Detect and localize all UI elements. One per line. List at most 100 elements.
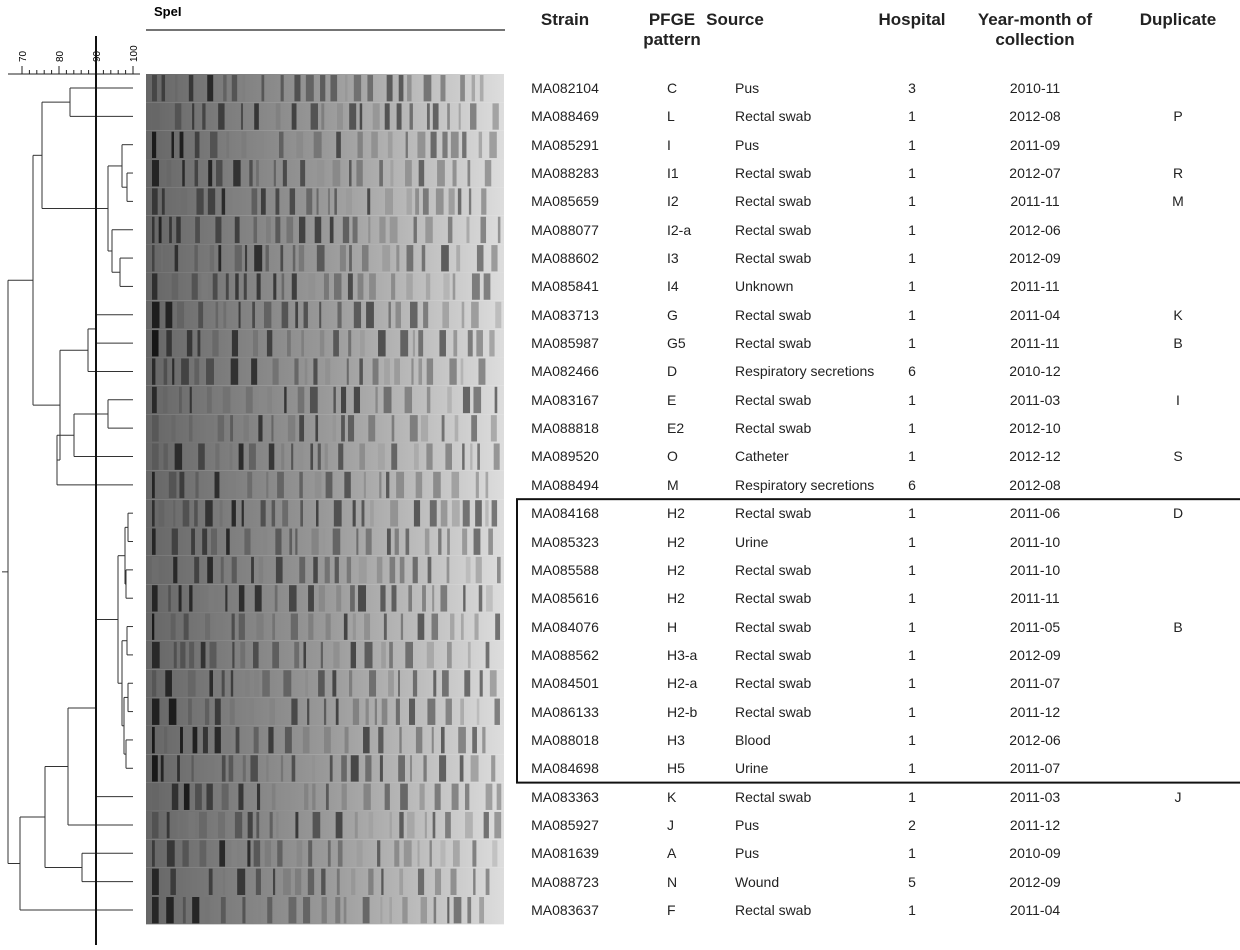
gel-band: [346, 188, 352, 214]
gel-band: [195, 132, 200, 158]
gel-band: [192, 869, 196, 895]
gel-band: [242, 897, 245, 923]
scale-label: 90: [92, 50, 103, 62]
gel-band: [422, 245, 425, 271]
gel-band: [180, 132, 184, 158]
gel-band: [299, 472, 302, 498]
gel-band: [189, 585, 192, 611]
gel-band: [181, 358, 189, 384]
gel-band: [431, 132, 437, 158]
gel-band: [232, 557, 237, 583]
cell-source: Rectal swab: [735, 619, 811, 635]
gel-band: [396, 699, 400, 725]
gel-band: [453, 273, 456, 299]
gel-band: [337, 869, 340, 895]
cell-pfge: I3: [667, 250, 679, 266]
gel-band: [398, 670, 400, 696]
cell-source: Catheter: [735, 448, 789, 464]
gel-band: [272, 642, 279, 668]
gel-band: [240, 642, 245, 668]
gel-band: [293, 245, 296, 271]
gel-band: [269, 443, 275, 469]
cell-strain: MA083167: [531, 392, 599, 408]
gel-band: [334, 188, 337, 214]
gel-band: [243, 75, 245, 101]
cell-source: Respiratory secretions: [735, 363, 874, 379]
gel-band: [353, 614, 356, 640]
gel-band: [194, 500, 198, 526]
gel-band: [152, 273, 157, 299]
gel-band: [347, 557, 351, 583]
gel-band: [330, 75, 337, 101]
gel-band: [152, 387, 157, 413]
gel-band: [192, 897, 199, 923]
gel-band: [472, 273, 480, 299]
gel-band: [470, 103, 476, 129]
gel-band: [215, 727, 221, 753]
gel-band: [167, 840, 175, 866]
gel-band: [152, 812, 158, 838]
gel-band: [345, 727, 349, 753]
gel-band: [486, 642, 490, 668]
gel-band: [348, 330, 351, 356]
gel-band: [349, 103, 356, 129]
cell-pfge: H2: [667, 534, 685, 550]
gel-band: [231, 840, 237, 866]
cell-strain: MA085841: [531, 278, 599, 294]
gel-band: [163, 387, 168, 413]
gel-band: [363, 727, 370, 753]
gel-band: [194, 557, 199, 583]
gel-band: [494, 443, 500, 469]
gel-band: [164, 727, 167, 753]
gel-band: [306, 75, 314, 101]
gel-band: [171, 132, 173, 158]
gel-band: [205, 500, 212, 526]
cell-hospital: 1: [908, 732, 916, 748]
cell-source: Rectal swab: [735, 505, 811, 521]
gel-band: [428, 557, 432, 583]
gel-band: [467, 160, 470, 186]
gel-band: [239, 585, 245, 611]
gel-band: [456, 245, 460, 271]
cell-hospital: 1: [908, 222, 916, 238]
gel-band: [166, 330, 171, 356]
gel-band: [261, 75, 264, 101]
gel-band: [183, 500, 190, 526]
cell-date: 2011-05: [1010, 619, 1060, 635]
gel-band: [385, 103, 390, 129]
gel-band: [308, 614, 313, 640]
gel-band: [336, 585, 341, 611]
gel-band: [167, 812, 170, 838]
gel-band: [312, 784, 315, 810]
gel-band: [425, 217, 432, 243]
gel-band: [344, 472, 350, 498]
gel-band: [373, 103, 380, 129]
gel-band: [169, 217, 172, 243]
cell-date: 2010-12: [1009, 363, 1060, 379]
cell-duplicate: J: [1175, 789, 1182, 805]
gel-band: [472, 840, 476, 866]
gel-band: [333, 330, 339, 356]
gel-band: [189, 812, 196, 838]
gel-band: [324, 699, 326, 725]
gel-band: [267, 387, 272, 413]
cell-date: 2011-07: [1010, 675, 1060, 691]
gel-band: [489, 330, 494, 356]
cell-pfge: K: [667, 789, 676, 805]
gel-band: [238, 784, 243, 810]
gel-band: [495, 614, 500, 640]
cell-date: 2012-06: [1009, 732, 1060, 748]
gel-band: [299, 245, 304, 271]
gel-band: [188, 699, 192, 725]
gel-band: [492, 500, 497, 526]
gel-band: [399, 812, 403, 838]
gel-band: [399, 727, 401, 753]
cell-strain: MA088562: [531, 647, 599, 663]
gel-band: [462, 529, 467, 555]
gel-band: [301, 330, 304, 356]
gel-band: [171, 415, 175, 441]
cell-source: Unknown: [735, 278, 793, 294]
gel-band: [315, 217, 322, 243]
gel-band: [492, 840, 497, 866]
cell-date: 2011-10: [1010, 562, 1060, 578]
